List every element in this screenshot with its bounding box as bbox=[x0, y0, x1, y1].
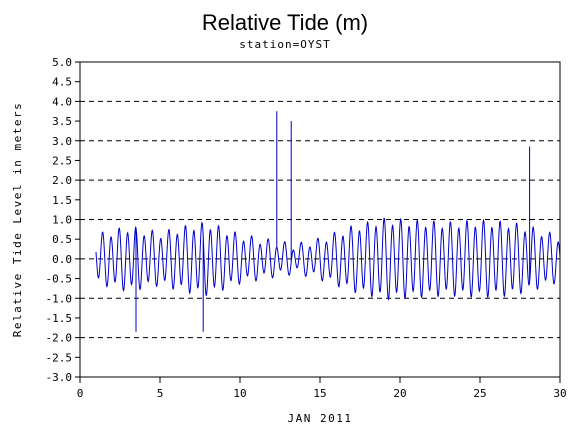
y-tick-label: 4.5 bbox=[52, 76, 72, 89]
x-tick-label: 30 bbox=[553, 387, 566, 400]
y-tick-label: 3.5 bbox=[52, 115, 72, 128]
x-tick-label: 10 bbox=[233, 387, 246, 400]
x-tick-label: 5 bbox=[157, 387, 164, 400]
x-tick-label: 25 bbox=[473, 387, 486, 400]
y-tick-label: 4.0 bbox=[52, 95, 72, 108]
y-tick-label: -0.5 bbox=[46, 273, 73, 286]
y-tick-label: 2.0 bbox=[52, 174, 72, 187]
y-tick-label: 3.0 bbox=[52, 135, 72, 148]
x-tick-label: 20 bbox=[393, 387, 406, 400]
y-tick-label: -2.5 bbox=[46, 351, 73, 364]
y-tick-label: 1.5 bbox=[52, 194, 72, 207]
y-tick-label: 1.0 bbox=[52, 214, 72, 227]
y-tick-label: -3.0 bbox=[46, 371, 73, 384]
x-tick-label: 15 bbox=[313, 387, 326, 400]
y-tick-label: 5.0 bbox=[52, 56, 72, 69]
y-tick-label: -2.0 bbox=[46, 332, 73, 345]
y-axis-label: Relative Tide Level in meters bbox=[11, 102, 24, 338]
series-group bbox=[95, 111, 561, 332]
y-tick-label: 2.5 bbox=[52, 154, 72, 167]
chart-subtitle: station=OYST bbox=[239, 38, 330, 51]
y-tick-label: 0.5 bbox=[52, 233, 72, 246]
grid-lines bbox=[80, 61, 560, 378]
x-axis-ticks: 0 5 10 15 20 25 30 bbox=[77, 377, 567, 400]
y-axis-ticks: -3.0 -2.5 -2.0 -1.5 -1.0 -0.5 0.0 0.5 1.0 1.5 2.0 2… bbox=[46, 56, 80, 384]
y-tick-label: -1.5 bbox=[46, 312, 73, 325]
series-line bbox=[95, 111, 561, 332]
y-tick-label: -1.0 bbox=[46, 292, 73, 305]
x-tick-label: 0 bbox=[77, 387, 84, 400]
y-tick-label: 0.0 bbox=[52, 253, 72, 266]
chart-title: Relative Tide (m) bbox=[202, 10, 368, 35]
x-axis-label: JAN 2011 bbox=[288, 412, 353, 425]
